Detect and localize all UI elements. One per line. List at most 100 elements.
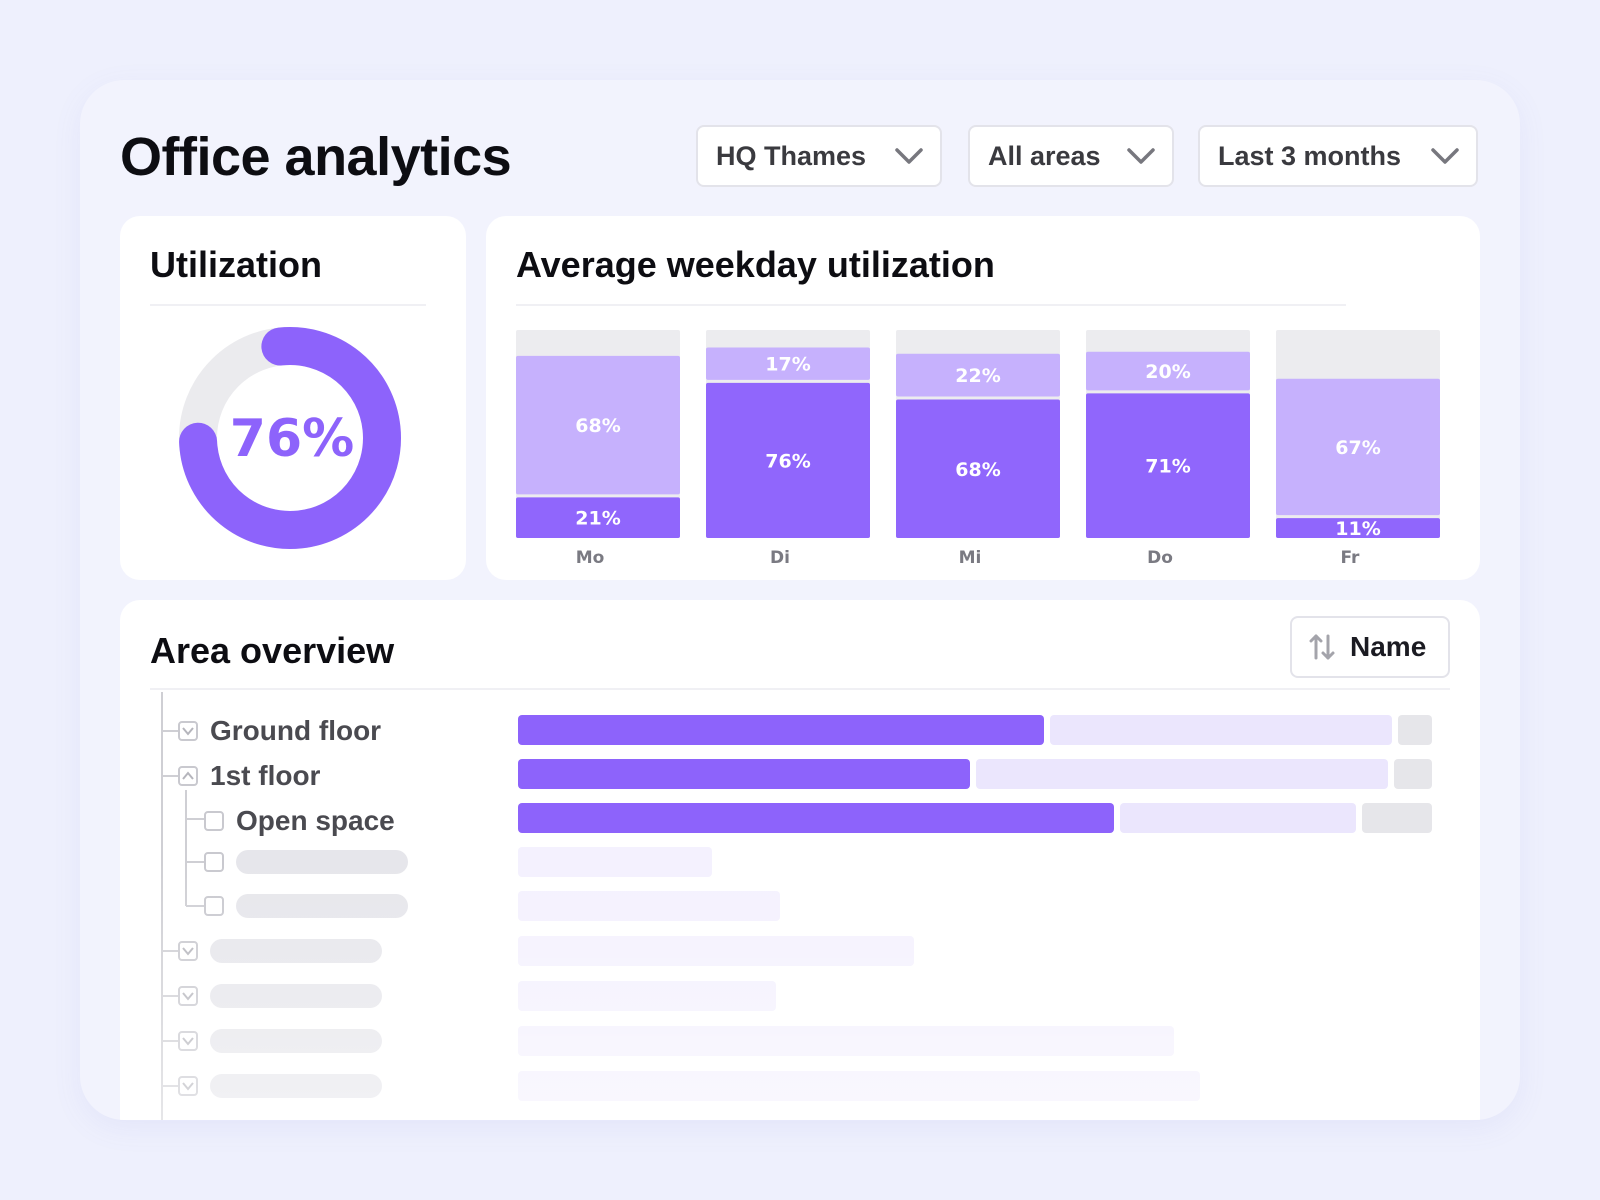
bar-upper-label-Do: 20% xyxy=(1145,361,1190,383)
tree-row-placeholder xyxy=(178,1066,382,1106)
divider xyxy=(150,304,426,306)
sort-by-name-button[interactable]: Name xyxy=(1290,616,1450,678)
bar-upper-label-Fr: 67% xyxy=(1335,437,1380,459)
chevron-down-icon xyxy=(182,727,194,736)
sort-icon xyxy=(1309,634,1335,660)
expand-toggle[interactable] xyxy=(178,1031,198,1051)
bar-upper-label-Di: 17% xyxy=(765,354,810,376)
bar-upper-Fr xyxy=(1276,378,1440,516)
placeholder-bar xyxy=(518,1071,1200,1101)
tree-row-placeholder xyxy=(178,976,382,1016)
day-label-Mo: Mo xyxy=(576,548,605,568)
expand-toggle[interactable] xyxy=(178,1076,198,1096)
tree-row-placeholder xyxy=(204,842,408,882)
chevron-down-icon xyxy=(182,992,194,1001)
tree-row-label: Open space xyxy=(236,805,395,836)
donut-value-arc xyxy=(179,327,401,549)
area-bar-remainder xyxy=(1398,715,1432,745)
bar-lower-Do xyxy=(1086,393,1250,538)
bar-lower-Di xyxy=(706,382,870,538)
bar-upper-Do xyxy=(1086,351,1250,391)
weekday-bar-chart: 21% 68% Mo 76% 17% Di 68% 22% Mi 71% 20% Do 11% 67% Fr xyxy=(516,330,1440,568)
row-checkbox[interactable] xyxy=(204,811,224,831)
utilization-card: Utilization 76% xyxy=(120,216,466,580)
weekday-utilization-card: Average weekday utilization 21% 68% Mo 76% 1… xyxy=(486,216,1480,580)
area-bar-secondary xyxy=(1049,715,1393,745)
tree-row-label: Ground floor xyxy=(210,715,382,746)
divider xyxy=(150,688,1450,690)
tree-row-placeholder xyxy=(178,931,382,971)
area-bar-primary xyxy=(518,759,971,789)
bar-lower-label-Mo: 21% xyxy=(575,508,620,530)
collapse-toggle[interactable] xyxy=(178,766,198,786)
area-bar-primary xyxy=(518,715,1044,745)
skeleton-label xyxy=(236,850,408,874)
placeholder-bar xyxy=(518,1026,1174,1056)
bar-lower-label-Do: 71% xyxy=(1145,456,1190,478)
chevron-down-icon xyxy=(1127,148,1155,164)
tree-row-1st-floor[interactable]: 1st floor xyxy=(178,756,320,796)
expand-toggle[interactable] xyxy=(178,721,198,741)
location-dropdown-label: HQ Thames xyxy=(716,140,867,171)
skeleton-label xyxy=(210,984,382,1008)
tree-row-ground-floor[interactable]: Ground floor xyxy=(178,711,381,751)
utilization-donut: 76% xyxy=(179,327,401,549)
day-label-Fr: Fr xyxy=(1341,548,1361,568)
skeleton-label xyxy=(210,1074,382,1098)
expand-toggle[interactable] xyxy=(178,941,198,961)
chevron-up-icon xyxy=(182,771,194,780)
weekday-utilization-title: Average weekday utilization xyxy=(516,244,995,285)
placeholder-bar xyxy=(518,936,914,966)
period-dropdown-label: Last 3 months xyxy=(1218,140,1402,171)
bar-upper-Mi xyxy=(896,353,1060,397)
placeholder-bar xyxy=(518,981,776,1011)
chevron-down-icon xyxy=(1431,148,1459,164)
area-overview-card: Area overview Name xyxy=(120,600,1480,1120)
chevron-down-icon xyxy=(182,1082,194,1091)
area-bar-primary xyxy=(518,803,1114,833)
bar-lower-Fr xyxy=(1276,518,1440,538)
sort-button-label: Name xyxy=(1350,631,1427,662)
chevron-down-icon xyxy=(182,1037,194,1046)
utilization-value: 76% xyxy=(230,409,354,469)
bar-lower-label-Di: 76% xyxy=(765,450,810,472)
tree-row-placeholder xyxy=(204,886,408,926)
divider xyxy=(516,304,1346,306)
row-checkbox[interactable] xyxy=(204,896,224,916)
placeholder-bar xyxy=(518,847,712,877)
chevron-down-icon xyxy=(895,148,923,164)
row-checkbox[interactable] xyxy=(204,852,224,872)
area-bar-remainder xyxy=(1393,759,1432,789)
area-dropdown[interactable]: All areas xyxy=(968,125,1174,187)
bar-upper-label-Mo: 68% xyxy=(575,415,620,437)
tree-row-open-space[interactable]: Open space xyxy=(204,801,395,841)
skeleton-label xyxy=(236,894,408,918)
utilization-title: Utilization xyxy=(150,244,322,285)
area-bar-remainder xyxy=(1361,803,1432,833)
expand-toggle[interactable] xyxy=(178,986,198,1006)
bar-lower-Mo xyxy=(516,497,680,538)
bar-lower-Mi xyxy=(896,399,1060,538)
placeholder-bar xyxy=(518,891,780,921)
skeleton-label xyxy=(210,1029,382,1053)
bar-upper-Di xyxy=(706,347,870,380)
area-dropdown-label: All areas xyxy=(988,140,1101,171)
day-label-Do: Do xyxy=(1147,548,1173,568)
bar-upper-label-Mi: 22% xyxy=(955,365,1000,387)
period-dropdown[interactable]: Last 3 months xyxy=(1198,125,1478,187)
day-label-Mi: Mi xyxy=(959,548,982,568)
bar-upper-Mo xyxy=(516,355,680,495)
page-title: Office analytics xyxy=(120,127,512,187)
bar-lower-label-Mi: 68% xyxy=(955,459,1000,481)
area-overview-title: Area overview xyxy=(150,630,395,671)
bar-lower-label-Fr: 11% xyxy=(1335,518,1380,540)
skeleton-label xyxy=(210,939,382,963)
chevron-down-icon xyxy=(182,947,194,956)
area-bar-secondary xyxy=(976,759,1388,789)
location-dropdown[interactable]: HQ Thames xyxy=(696,125,942,187)
tree-row-placeholder xyxy=(178,1021,382,1061)
day-label-Di: Di xyxy=(770,548,790,568)
tree-row-label: 1st floor xyxy=(210,760,321,791)
dashboard-panel: Office analytics HQ Thames All areas Las… xyxy=(80,80,1520,1120)
area-bar-secondary xyxy=(1119,803,1356,833)
